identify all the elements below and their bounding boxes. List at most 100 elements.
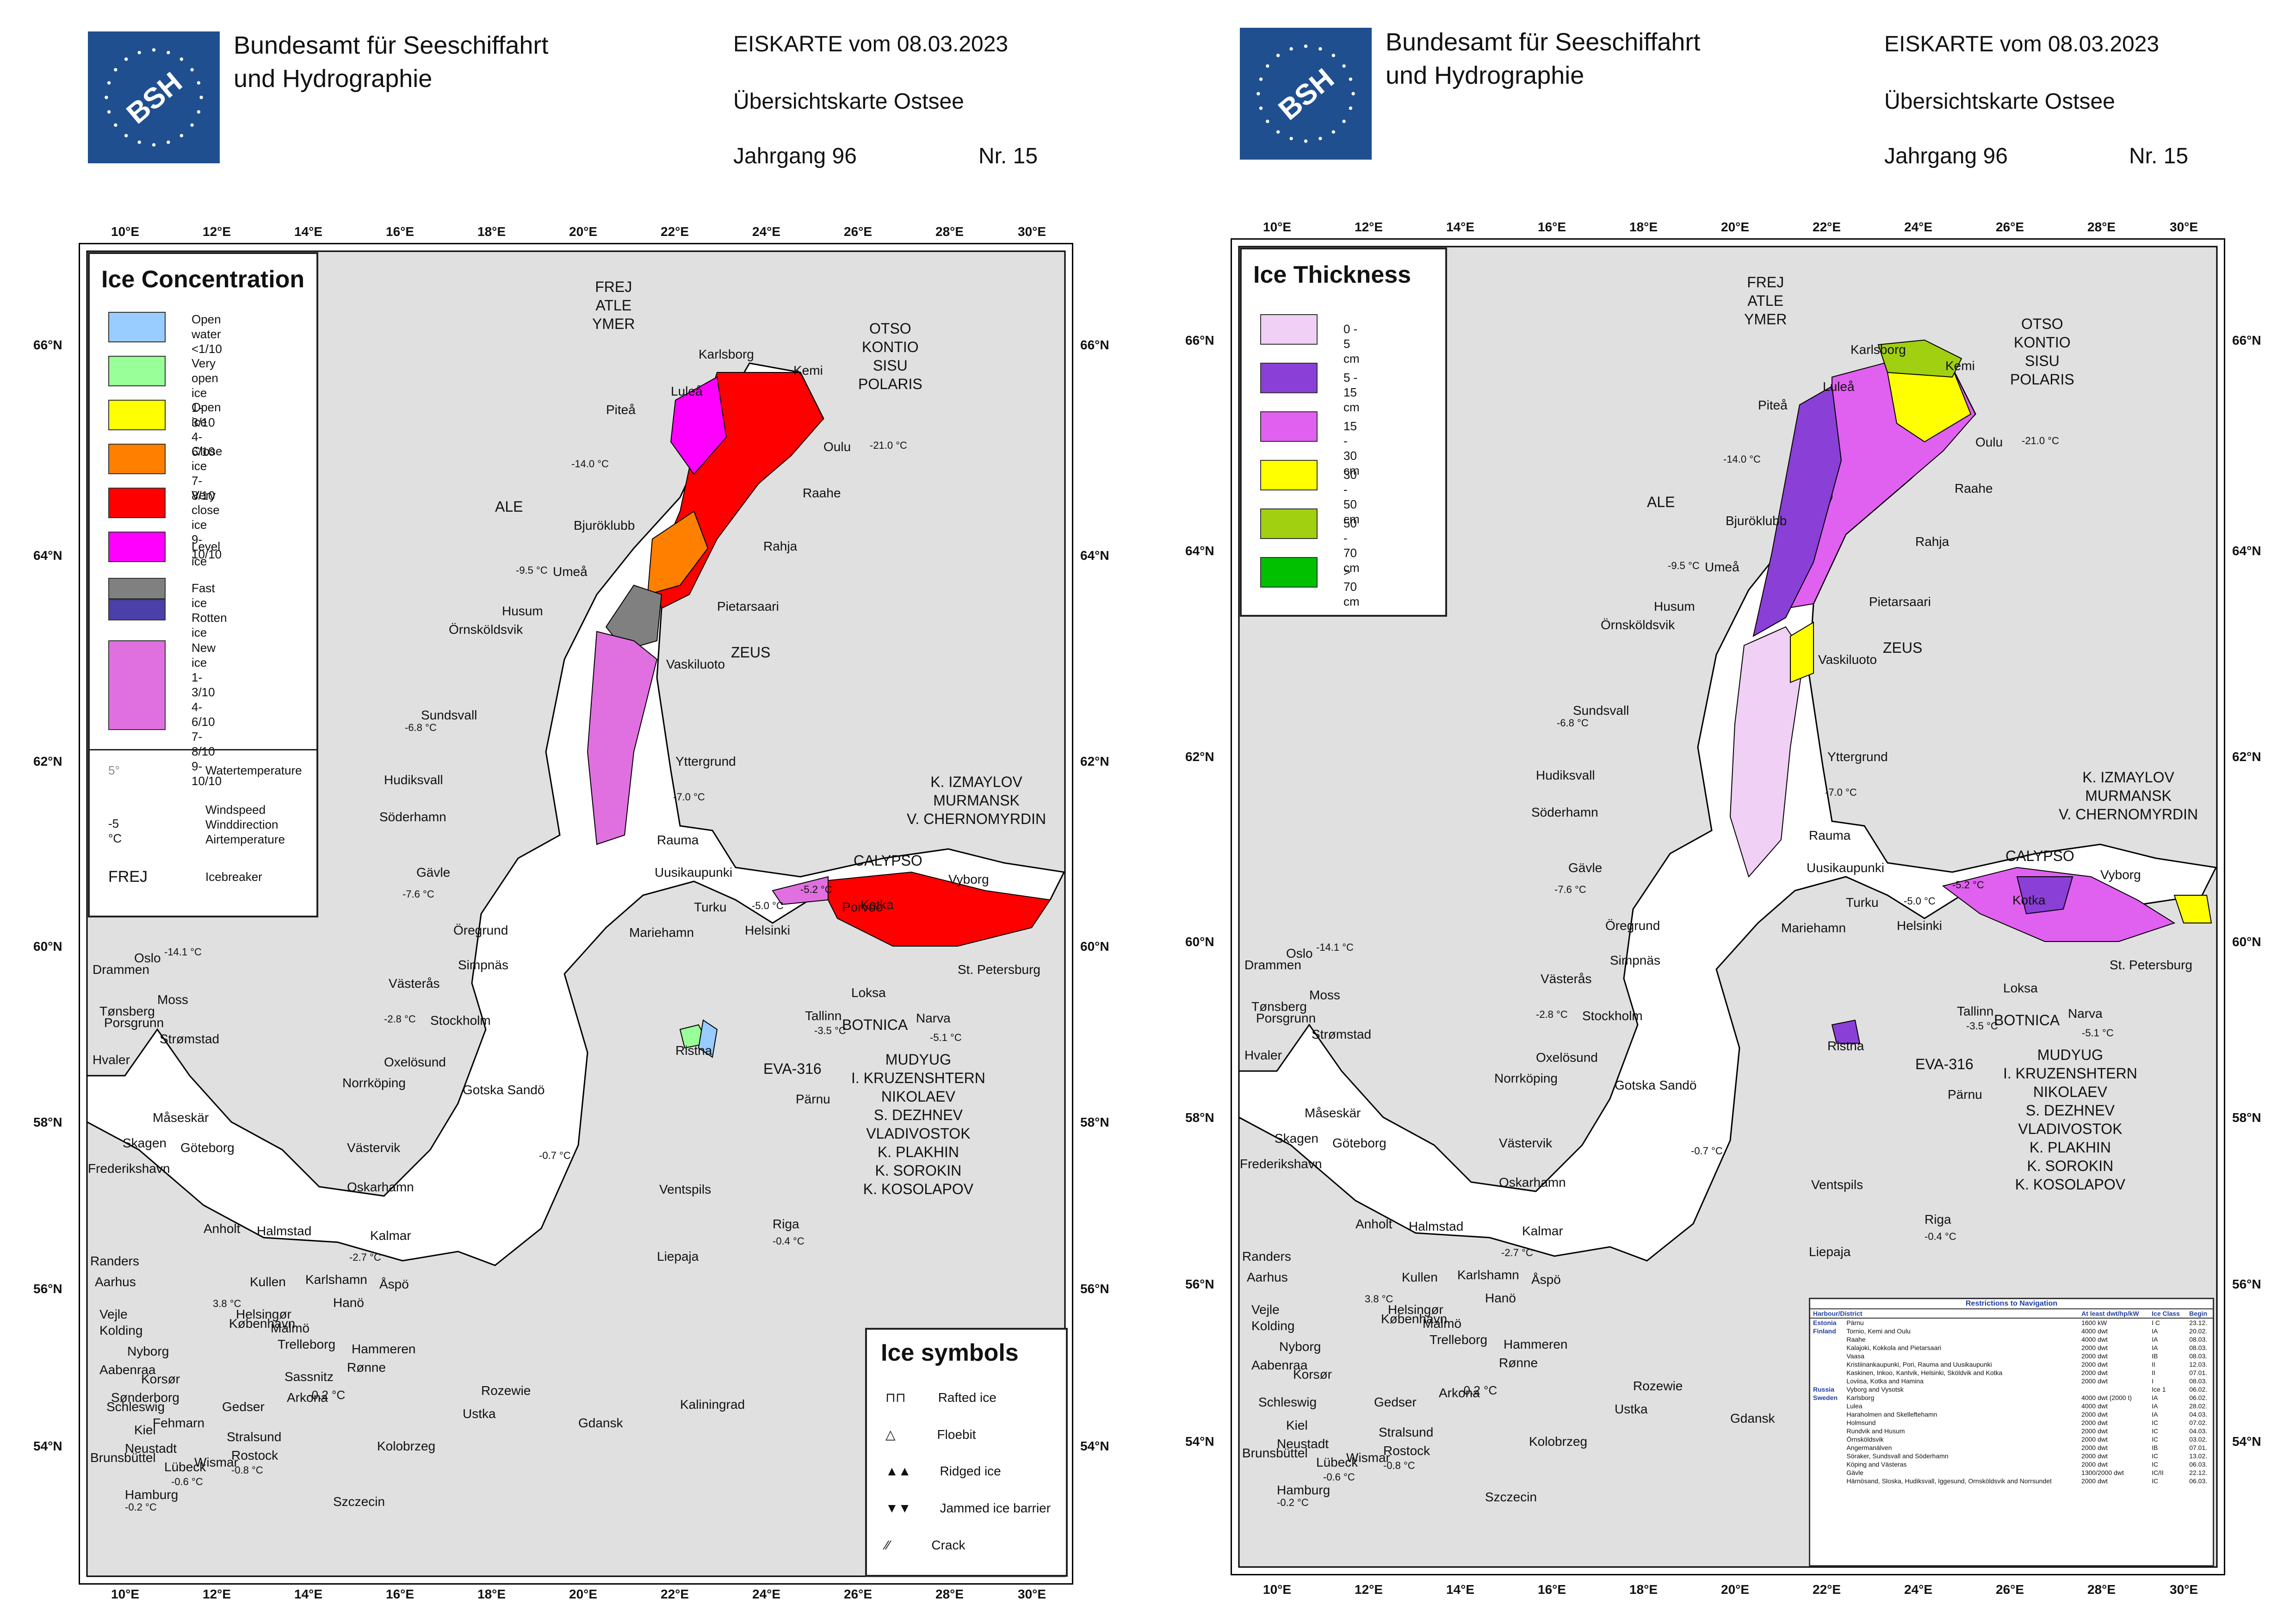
place-label: Västerås	[1541, 972, 1592, 986]
place-label: Arkona	[287, 1390, 328, 1405]
lon-tick: 10°E	[111, 1587, 140, 1601]
restriction-cell	[1810, 1402, 1844, 1410]
legend-label: Open water	[192, 312, 221, 341]
place-label: Rozewie	[481, 1383, 531, 1398]
water-temp-label: Watertemperature	[205, 763, 302, 777]
place-label: Luleå	[671, 384, 703, 398]
lon-tick: 14°E	[294, 1587, 323, 1601]
place-label: Västervik	[347, 1140, 401, 1155]
ice-symbols-title: Ice symbols	[881, 1339, 1019, 1366]
restriction-cell	[1810, 1352, 1844, 1360]
place-label: Piteå	[1758, 398, 1788, 412]
thickness-70-swatch	[1260, 557, 1318, 588]
place-label: Narva	[916, 1011, 951, 1025]
place-label: Stockholm	[1582, 1009, 1643, 1023]
place-label: Vejle	[1251, 1302, 1280, 1317]
place-label: Hudiksvall	[384, 773, 443, 787]
restriction-cell: Gävle	[1846, 1469, 1863, 1476]
place-label: Liepaja	[1809, 1245, 1851, 1259]
restriction-cell: 04.03.	[2189, 1427, 2208, 1435]
place-label: Vaskiluoto	[1818, 652, 1877, 667]
lon-tick: 28°E	[2087, 220, 2116, 234]
place-label: Ustka	[463, 1406, 496, 1421]
lon-tick: 18°E	[477, 224, 506, 239]
place-label: Frederikshavn	[88, 1161, 170, 1176]
place-label: Hanö	[1485, 1291, 1516, 1305]
place-label: Oskarhamn	[1499, 1175, 1566, 1189]
place-label: Bjuröklubb	[1726, 514, 1787, 528]
restriction-cell: Vaasa	[1846, 1352, 1864, 1360]
level-ice-swatch	[108, 532, 166, 562]
air-temp: -14.0 °C	[1723, 453, 1761, 465]
open-ice-swatch	[108, 400, 166, 430]
lat-tick: 64°N	[33, 548, 62, 563]
icebreaker-legend: FREJ Icebreaker	[108, 869, 262, 885]
place-label: Trelleborg	[278, 1337, 336, 1351]
lon-tick: 12°E	[1355, 1582, 1383, 1597]
lon-tick: 28°E	[935, 1587, 964, 1601]
restriction-cell	[1810, 1443, 1844, 1452]
icebreaker-label: FREJ ATLE YMER	[1744, 274, 1787, 328]
place-label: Moss	[1309, 988, 1340, 1002]
place-label: Malmö	[271, 1321, 310, 1335]
place-label: Frederikshavn	[1240, 1157, 1322, 1171]
column-header: Harbour/District	[1810, 1309, 2079, 1319]
place-label: Karlsborg	[699, 347, 754, 361]
restriction-cell: 2000 dwt	[2081, 1344, 2108, 1351]
place-label: Szczecin	[1485, 1490, 1537, 1504]
wind-label: Winddirection	[205, 818, 278, 831]
legend-label: Very close ice	[192, 488, 220, 532]
place-label: Kullen	[250, 1275, 286, 1289]
legend-divider	[90, 749, 316, 750]
place-label: Oxelösund	[1536, 1050, 1598, 1065]
place-label: Örnsköldsvik	[449, 622, 523, 637]
icebreaker-label: ALE	[1647, 494, 1675, 510]
agency-name: Bundesamt für Seeschiffahrt und Hydrogra…	[1386, 25, 1700, 92]
legend-title: Ice Concentration	[101, 266, 305, 293]
restriction-cell: 03.02.	[2189, 1436, 2208, 1443]
place-label: Kotka	[2012, 893, 2046, 907]
restriction-cell: Finland	[1813, 1327, 1836, 1335]
agency-name: Bundesamt für Seeschiffahrt und Hydrogra…	[234, 29, 548, 95]
lon-tick: 22°E	[661, 1587, 689, 1601]
restriction-cell: 2000 dwt	[2081, 1477, 2108, 1485]
restriction-cell: Tornio, Kemi and Oulu	[1846, 1327, 1911, 1335]
legend-label: Fast ice	[192, 581, 215, 610]
restriction-row: Kalajoki, Kokkola and Pietarsaari 2000 dw…	[1810, 1344, 2213, 1352]
lon-tick: 20°E	[1721, 220, 1750, 234]
restriction-cell: 4000 dwt	[2081, 1327, 2108, 1335]
place-label: Göteborg	[1332, 1136, 1386, 1150]
bsh-logo: BSH	[88, 31, 220, 163]
place-label: Söderhamn	[379, 810, 446, 824]
fast-ice-swatch	[108, 578, 166, 599]
restriction-row: Sweden Karlsborg 4000 dwt (2000 t) IA 06.02.	[1810, 1394, 2213, 1402]
air-temp: -0.6 °C	[171, 1476, 203, 1487]
air-temp: -9.5 °C	[1668, 560, 1700, 571]
icebreaker-label: ALE	[495, 498, 523, 515]
restriction-row: Söraker, Sundsvall and Söderhamn 2000 dwt…	[1810, 1452, 2213, 1460]
place-label: Åspö	[1531, 1272, 1561, 1287]
air-temp: 3.8 °C	[1365, 1293, 1393, 1305]
legend-sub: Rotten ice	[192, 611, 227, 639]
restriction-cell: 2000 dwt	[2081, 1461, 2108, 1468]
place-label: Gotska Sandö	[1615, 1078, 1697, 1092]
place-label: Trelleborg	[1430, 1332, 1488, 1347]
lat-tick: 60°N	[1185, 935, 1214, 949]
restriction-cell: Ice 1	[2152, 1386, 2166, 1393]
lon-tick: 24°E	[1904, 220, 1933, 234]
place-label: Malmö	[1423, 1316, 1462, 1331]
restriction-cell: IA	[2152, 1336, 2158, 1343]
restriction-cell: Rundvik and Husum	[1846, 1427, 1905, 1435]
place-label: Stockholm	[430, 1013, 491, 1028]
restriction-cell: 08.03.	[2189, 1377, 2208, 1385]
icebreaker-label: OTSO KONTIO SISU POLARIS	[2010, 316, 2074, 388]
place-label: Sundsvall	[1573, 703, 1629, 718]
place-label: Måseskär	[153, 1110, 209, 1125]
air-temp: -5.2 °C	[800, 884, 832, 895]
place-label: Norrköping	[342, 1076, 406, 1090]
restriction-cell: 2000 dwt	[2081, 1361, 2108, 1368]
place-label: København	[1381, 1312, 1448, 1326]
place-label: Karlshamn	[305, 1272, 367, 1287]
place-label: Husum	[502, 604, 543, 618]
restriction-cell	[1810, 1427, 1844, 1435]
